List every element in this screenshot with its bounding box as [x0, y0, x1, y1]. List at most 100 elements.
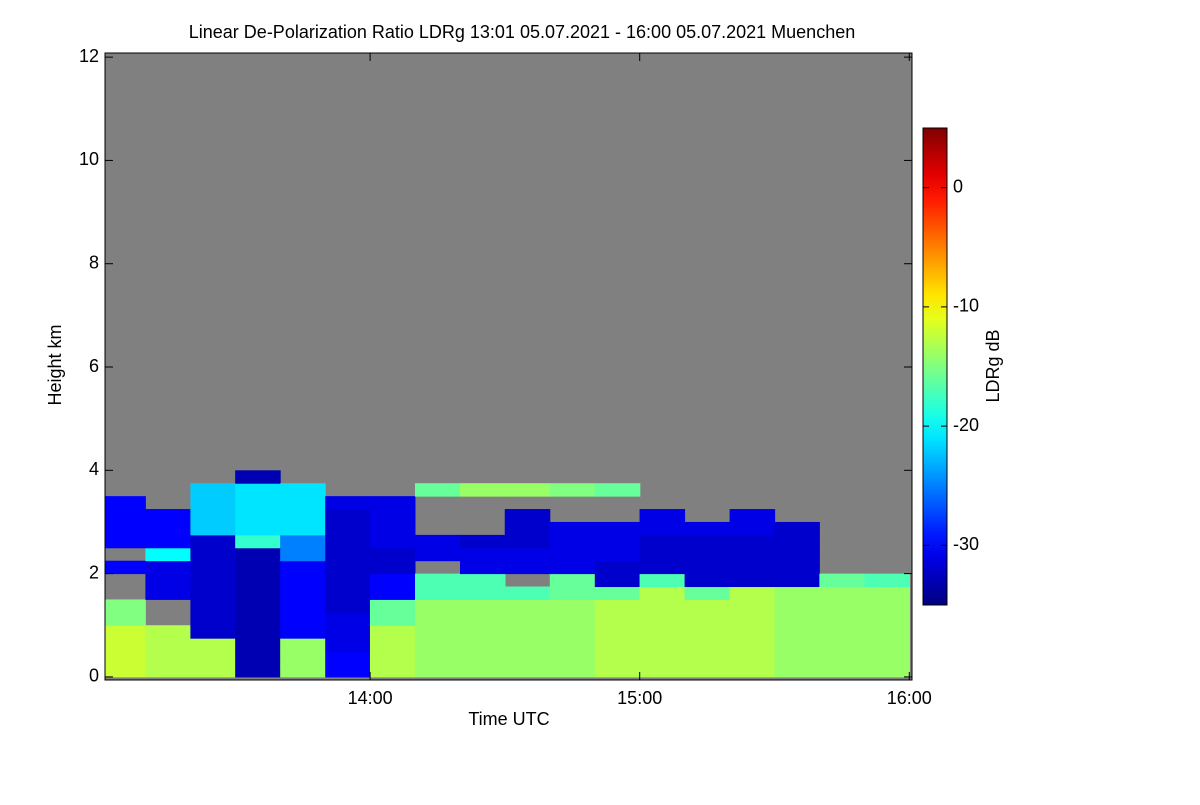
heatmap-cell: [729, 573, 776, 588]
heatmap-cell: [190, 599, 236, 613]
heatmap-cell: [549, 586, 596, 600]
heatmap-cell: [105, 651, 146, 665]
heatmap-cell: [235, 496, 281, 510]
heatmap-cell: [639, 534, 686, 549]
heatmap-cell: [325, 509, 371, 523]
heatmap-cell: [325, 612, 371, 626]
heatmap-cell: [684, 534, 731, 549]
heatmap-cell: [774, 547, 820, 562]
heatmap-cell: [549, 573, 596, 588]
heatmap-cell: [594, 521, 641, 536]
heatmap-cell: [549, 483, 596, 497]
heatmap-cell: [325, 496, 371, 510]
heatmap-cell: [145, 651, 191, 665]
heatmap-cell: [594, 599, 641, 613]
heatmap-cell: [235, 599, 281, 613]
heatmap-cell: [414, 573, 461, 588]
heatmap-cell: [325, 625, 371, 639]
heatmap-cell: [684, 612, 731, 626]
heatmap-cell: [504, 663, 551, 678]
heatmap-cell: [190, 573, 236, 588]
heatmap-cell: [145, 509, 191, 523]
heatmap-cell: [684, 651, 731, 665]
heatmap-cell: [325, 573, 371, 588]
y-tick-label: 8: [89, 252, 99, 272]
heatmap-cell: [105, 521, 146, 536]
heatmap-cell: [235, 547, 281, 562]
heatmap-cell: [504, 638, 551, 652]
heatmap-cell: [684, 547, 731, 562]
heatmap-cell: [504, 509, 551, 523]
colorbar-tick-label: -10: [953, 296, 979, 316]
heatmap-cell: [145, 663, 191, 678]
heatmap-cell: [105, 638, 146, 652]
heatmap-cell: [594, 663, 641, 678]
heatmap-cell: [280, 573, 326, 588]
heatmap-cell: [280, 521, 326, 536]
heatmap-cell: [504, 586, 551, 600]
heatmap-cell: [819, 638, 865, 652]
heatmap-cell: [145, 638, 191, 652]
heatmap-cell: [190, 612, 236, 626]
heatmap-cell: [729, 534, 776, 549]
heatmap-cell: [105, 496, 146, 510]
heatmap-cell: [280, 534, 326, 549]
heatmap-cell: [819, 625, 865, 639]
heatmap-cell: [190, 625, 236, 639]
heatmap-cell: [105, 534, 146, 549]
heatmap-cells: [105, 470, 910, 678]
heatmap-cell: [460, 547, 506, 562]
heatmap-cell: [594, 651, 641, 665]
heatmap-cell: [190, 496, 236, 510]
heatmap-cell: [280, 663, 326, 678]
heatmap-cell: [549, 547, 596, 562]
y-tick-label: 12: [79, 46, 99, 66]
heatmap-cell: [594, 547, 641, 562]
colorbar-tick-label: 0: [953, 176, 963, 196]
heatmap-cell: [774, 612, 820, 626]
y-axis-label: Height km: [45, 324, 65, 405]
heatmap-cell: [280, 547, 326, 562]
heatmap-cell: [729, 625, 776, 639]
heatmap-cell: [190, 483, 236, 497]
heatmap-cell: [460, 651, 506, 665]
heatmap-cell: [864, 625, 910, 639]
heatmap-cell: [549, 560, 596, 575]
heatmap-cell: [190, 663, 236, 678]
heatmap-cell: [594, 573, 641, 588]
heatmap-cell: [774, 663, 820, 678]
heatmap-cell: [369, 560, 416, 575]
y-tick-label: 0: [89, 666, 99, 686]
heatmap-cell: [325, 547, 371, 562]
heatmap-cell: [369, 547, 416, 562]
heatmap-cell: [729, 521, 776, 536]
heatmap-cell: [819, 599, 865, 613]
heatmap-cell: [819, 612, 865, 626]
heatmap-cell: [414, 586, 461, 600]
heatmap-cell: [504, 651, 551, 665]
heatmap-cell: [145, 586, 191, 600]
heatmap-cell: [504, 534, 551, 549]
heatmap-cell: [369, 573, 416, 588]
heatmap-cell: [460, 625, 506, 639]
heatmap-cell: [864, 638, 910, 652]
heatmap-cell: [460, 638, 506, 652]
heatmap-cell: [729, 599, 776, 613]
heatmap-cell: [414, 483, 461, 497]
heatmap-cell: [639, 547, 686, 562]
heatmap-cell: [414, 651, 461, 665]
heatmap-cell: [190, 547, 236, 562]
heatmap-cell: [235, 651, 281, 665]
heatmap-cell: [729, 663, 776, 678]
heatmap-cell: [460, 483, 506, 497]
heatmap-cell: [594, 560, 641, 575]
heatmap-cell: [504, 560, 551, 575]
heatmap-cell: [190, 521, 236, 536]
heatmap-cell: [684, 625, 731, 639]
heatmap-cell: [414, 638, 461, 652]
heatmap-cell: [684, 638, 731, 652]
heatmap-cell: [280, 612, 326, 626]
heatmap-cell: [639, 612, 686, 626]
heatmap-cell: [145, 534, 191, 549]
heatmap-cell: [105, 625, 146, 639]
